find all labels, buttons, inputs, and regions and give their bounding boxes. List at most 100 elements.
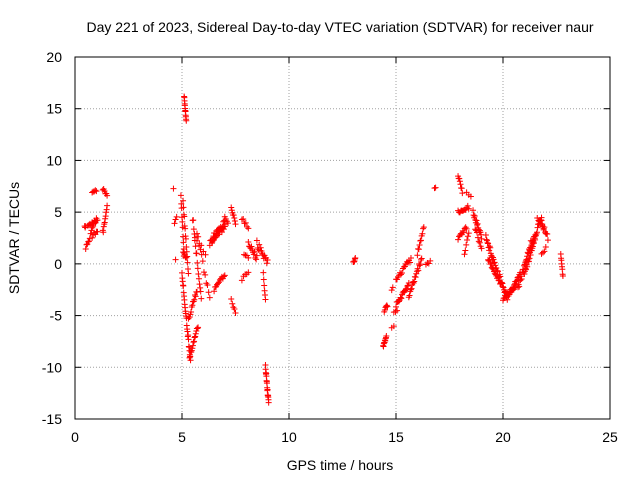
data-point <box>406 292 413 299</box>
data-point <box>394 307 401 314</box>
chart-title: Day 221 of 2023, Sidereal Day-to-day VTE… <box>86 19 593 35</box>
data-point <box>191 338 198 345</box>
x-tick-label: 10 <box>281 429 297 445</box>
data-point <box>478 245 485 252</box>
data-point <box>189 302 196 309</box>
data-point <box>517 277 524 284</box>
data-point <box>514 284 521 291</box>
data-point <box>499 283 506 290</box>
data-point <box>406 259 413 266</box>
data-point <box>253 252 260 259</box>
y-tick-label: 0 <box>54 256 62 272</box>
data-point <box>204 281 211 288</box>
data-point <box>494 272 501 279</box>
data-point <box>417 237 424 244</box>
data-point <box>199 258 206 265</box>
data-point <box>183 254 190 261</box>
x-tick-label: 20 <box>495 429 511 445</box>
data-point <box>190 226 197 233</box>
data-point <box>416 262 423 269</box>
data-point <box>412 274 419 281</box>
grid-lines <box>75 57 610 419</box>
data-point <box>539 249 546 256</box>
data-point <box>484 239 491 246</box>
data-point <box>195 275 202 282</box>
data-point <box>104 202 111 209</box>
data-point <box>205 289 212 296</box>
data-point <box>462 247 469 254</box>
data-point <box>425 260 432 267</box>
data-point <box>172 256 179 263</box>
data-point <box>197 288 204 295</box>
data-point <box>470 207 477 214</box>
data-point <box>89 234 96 241</box>
data-point <box>408 285 415 292</box>
data-point <box>251 248 258 255</box>
data-point <box>242 219 249 226</box>
data-point <box>538 250 545 257</box>
data-point <box>521 262 528 269</box>
data-point <box>93 188 100 195</box>
data-point <box>464 202 471 209</box>
data-point <box>523 266 530 273</box>
data-point <box>196 281 203 288</box>
data-point <box>414 252 421 259</box>
data-point <box>388 287 395 294</box>
y-axis-label: SDTVAR / TECUs <box>6 182 22 294</box>
data-point <box>229 300 236 307</box>
data-point <box>231 215 238 222</box>
data-point <box>411 278 418 285</box>
data-point <box>390 323 397 330</box>
data-point <box>470 212 477 219</box>
data-point <box>473 217 480 224</box>
data-point <box>393 303 399 310</box>
data-point <box>463 241 470 248</box>
data-point <box>177 192 184 199</box>
data-point <box>238 277 245 284</box>
data-point <box>513 278 520 285</box>
data-point <box>193 237 200 244</box>
data-point <box>461 251 468 258</box>
data-point <box>534 214 541 221</box>
data-point <box>407 255 414 262</box>
data-point <box>541 224 548 231</box>
data-point <box>195 233 202 240</box>
data-point <box>206 294 213 301</box>
data-point <box>192 293 199 300</box>
data-point <box>189 345 196 352</box>
x-tick-label: 15 <box>388 429 404 445</box>
data-point <box>538 217 545 224</box>
data-point <box>518 276 525 283</box>
data-point <box>471 212 478 219</box>
data-point <box>191 334 198 341</box>
data-point <box>202 251 209 258</box>
data-point <box>173 213 180 220</box>
data-point <box>179 218 186 225</box>
data-point <box>416 242 423 249</box>
data-point <box>264 386 271 393</box>
data-point <box>194 325 201 332</box>
data-point <box>200 248 207 255</box>
data-point <box>491 259 498 266</box>
data-point <box>419 230 426 237</box>
y-tick-label: -15 <box>42 411 62 427</box>
data-point <box>506 291 513 298</box>
data-point <box>194 259 201 266</box>
data-point <box>431 185 438 192</box>
data-point <box>180 197 187 204</box>
data-point <box>248 243 255 250</box>
data-point <box>464 233 471 240</box>
data-point <box>389 284 396 291</box>
data-point <box>194 265 201 272</box>
data-point <box>100 229 107 236</box>
data-point <box>418 256 425 263</box>
data-point <box>190 339 197 346</box>
data-point <box>398 295 405 302</box>
data-point <box>352 254 359 261</box>
data-point <box>172 216 179 223</box>
y-tick-label: -5 <box>50 308 63 324</box>
data-point <box>192 333 199 340</box>
data-point <box>245 239 252 246</box>
data-point <box>193 250 200 257</box>
data-point <box>427 257 434 264</box>
